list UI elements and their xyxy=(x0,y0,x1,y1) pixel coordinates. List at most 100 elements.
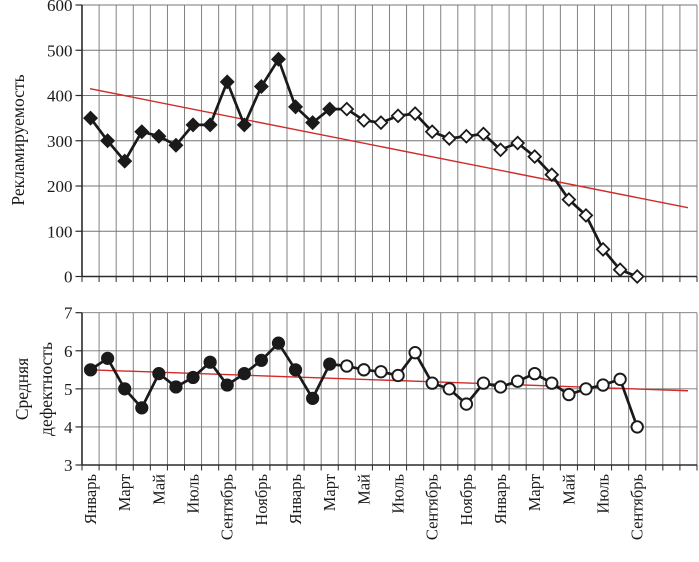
bottom-chart-ylabel-line2: дефектность xyxy=(36,342,56,436)
data-point-filled-diamond xyxy=(288,99,304,115)
top-chart-reclamations: 0 100 200 300 400 500 600 xyxy=(47,0,698,287)
data-point-filled-circle xyxy=(101,351,115,365)
data-point-open-diamond xyxy=(595,241,611,257)
data-point-filled-circle xyxy=(169,380,183,394)
data-point-open-circle xyxy=(459,397,474,411)
data-point-open-diamond xyxy=(561,192,577,208)
data-point-filled-diamond xyxy=(202,117,218,133)
y-tick-label: 300 xyxy=(47,132,73,151)
data-point-open-circle xyxy=(391,368,405,383)
data-point-open-diamond xyxy=(407,106,423,122)
data-point-open-circle xyxy=(562,387,576,402)
data-point-filled-diamond xyxy=(151,128,167,144)
data-point-open-diamond xyxy=(629,269,645,284)
top-series-line xyxy=(89,57,638,278)
y-tick-label: 600 xyxy=(47,0,73,15)
x-tick-label: Март xyxy=(525,474,544,511)
x-tick-label: Июль xyxy=(594,474,613,514)
data-point-open-diamond xyxy=(390,108,406,124)
x-tick-marks xyxy=(81,276,698,282)
x-tick-label: Июль xyxy=(184,474,203,514)
x-tick-marks xyxy=(81,465,698,471)
bottom-chart-mean-defectiveness: 3 4 5 6 7 xyxy=(64,304,698,475)
data-point-filled-diamond xyxy=(100,133,116,149)
data-point-filled-circle xyxy=(152,367,166,381)
data-point-open-diamond xyxy=(612,262,628,278)
y-tick-label: 200 xyxy=(47,177,73,196)
data-point-open-diamond xyxy=(578,207,594,223)
x-tick-label: Март xyxy=(115,474,134,511)
y-tick-label: 5 xyxy=(64,380,73,399)
data-point-open-diamond xyxy=(356,112,372,128)
data-point-open-diamond xyxy=(373,115,389,131)
data-point-filled-diamond xyxy=(117,153,133,169)
data-point-filled-diamond xyxy=(185,117,201,133)
data-point-filled-circle xyxy=(186,370,200,385)
data-point-open-circle xyxy=(613,372,627,386)
y-tick-label: 100 xyxy=(47,222,73,241)
y-tick-label: 7 xyxy=(64,304,73,323)
x-tick-label: Январь xyxy=(286,474,305,525)
bottom-chart-ylabel-line1: Средняя xyxy=(12,358,32,420)
trend-line xyxy=(89,88,689,209)
x-tick-label: Январь xyxy=(491,474,510,525)
x-tick-label: Ноябрь xyxy=(252,474,271,526)
y-tick-label: 3 xyxy=(64,456,73,475)
data-point-open-circle xyxy=(374,365,388,379)
data-point-open-diamond xyxy=(493,142,509,158)
y-ticks-and-labels: 0 100 200 300 400 500 600 xyxy=(47,0,82,287)
data-point-filled-diamond xyxy=(253,78,269,94)
data-point-open-diamond xyxy=(510,135,526,151)
x-tick-label: Сентябрь xyxy=(628,474,647,541)
data-point-open-diamond xyxy=(527,149,543,165)
data-point-open-diamond xyxy=(424,124,440,140)
data-point-filled-circle xyxy=(271,336,286,350)
data-point-filled-diamond xyxy=(305,115,321,131)
x-tick-label: Май xyxy=(559,474,578,505)
data-point-filled-circle xyxy=(83,363,98,377)
data-point-filled-circle xyxy=(237,367,251,381)
y-tick-label: 400 xyxy=(47,87,73,106)
data-point-filled-diamond xyxy=(168,137,184,153)
data-point-open-circle xyxy=(476,376,491,390)
data-point-filled-circle xyxy=(220,378,234,392)
data-point-open-diamond xyxy=(458,128,474,144)
x-tick-label: Май xyxy=(149,474,168,505)
data-point-filled-circle xyxy=(254,353,268,367)
y-tick-label: 500 xyxy=(47,41,73,60)
data-point-open-circle xyxy=(340,359,354,373)
data-point-open-circle xyxy=(596,378,610,392)
data-point-open-diamond xyxy=(544,167,560,183)
y-tick-label: 4 xyxy=(64,418,73,437)
data-point-open-diamond xyxy=(441,131,457,146)
x-tick-label: Сентябрь xyxy=(423,474,442,541)
y-ticks-and-labels: 3 4 5 6 7 xyxy=(64,304,82,475)
data-point-open-diamond xyxy=(475,126,491,142)
x-tick-label: Сентябрь xyxy=(218,474,237,541)
data-point-filled-circle xyxy=(203,355,217,369)
y-tick-label: 0 xyxy=(64,268,73,287)
data-point-open-circle xyxy=(630,420,644,434)
x-tick-label: Ноябрь xyxy=(457,474,476,526)
x-tick-label: Май xyxy=(354,474,373,505)
data-point-open-circle xyxy=(425,376,439,390)
data-point-filled-circle xyxy=(323,357,337,371)
data-point-filled-diamond xyxy=(219,74,235,90)
data-point-open-circle xyxy=(510,374,525,388)
data-point-markers xyxy=(83,51,645,284)
data-point-filled-diamond xyxy=(322,101,338,117)
x-tick-label: Март xyxy=(320,474,339,511)
data-point-open-circle xyxy=(493,380,508,394)
data-point-open-circle xyxy=(357,363,371,377)
x-axis-month-labels: Январь Март Май Июль Сентябрь Ноябрь Январь Мар… xyxy=(81,474,647,541)
data-point-open-diamond xyxy=(339,101,355,117)
data-point-open-circle xyxy=(442,382,456,396)
data-point-filled-circle xyxy=(306,391,320,405)
data-point-open-circle xyxy=(579,382,593,396)
data-point-filled-circle xyxy=(288,363,303,377)
data-point-filled-diamond xyxy=(236,117,252,133)
data-point-open-circle xyxy=(528,366,542,381)
data-point-filled-circle xyxy=(135,401,149,415)
